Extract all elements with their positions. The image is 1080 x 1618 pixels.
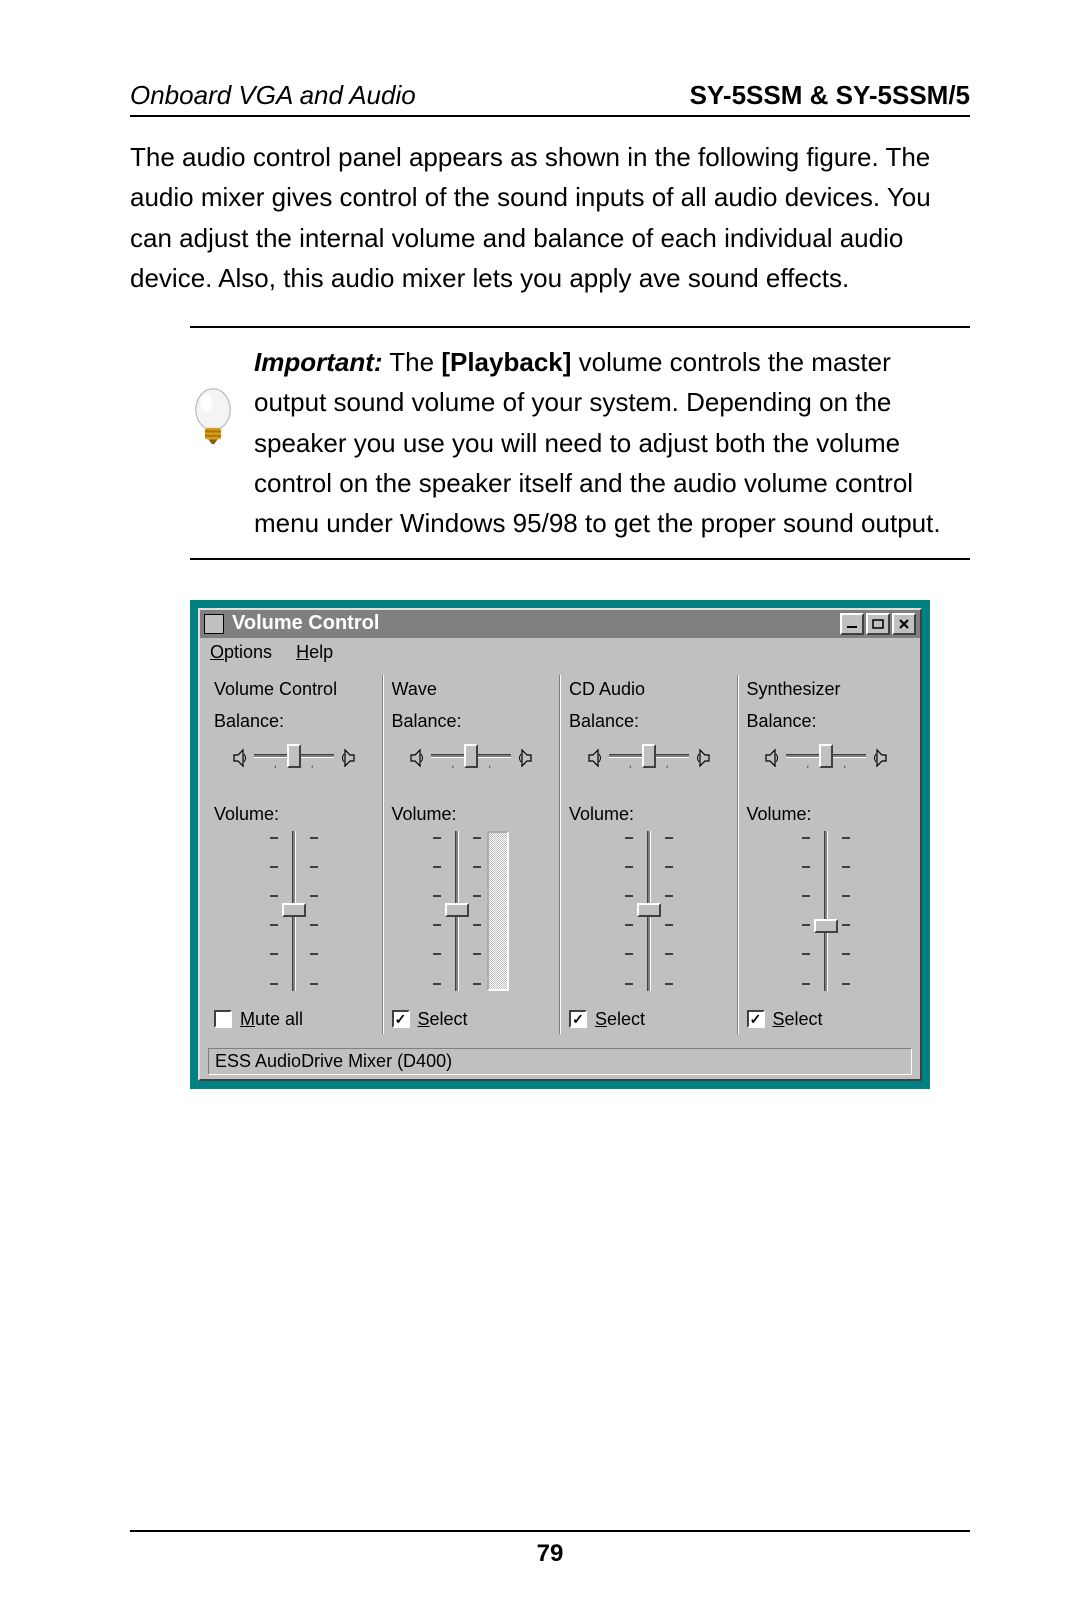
status-text: ESS AudioDrive Mixer (D400) (208, 1048, 912, 1075)
channel-check-row: ✓ Select (392, 1009, 552, 1030)
channel-title: CD Audio (569, 679, 729, 701)
balance-slider-row: ՚՚՚ (747, 738, 907, 778)
volume-label: Volume: (214, 804, 374, 825)
channel-checkbox[interactable]: ✓ (747, 1010, 765, 1028)
page-footer: 79 (130, 1530, 970, 1568)
channel-3: Synthesizer Balance: ՚՚՚ Volume: ✓ Select (738, 675, 915, 1034)
menu-help-rest: elp (309, 642, 333, 662)
balance-slider-row: ՚՚՚ (569, 738, 729, 778)
volume-slider-area (214, 831, 374, 991)
statusbar: ESS AudioDrive Mixer (D400) (198, 1044, 922, 1081)
volume-ticks-right (473, 831, 481, 991)
channel-0: Volume Control Balance: ՚՚՚ Volume: Mute all (206, 675, 383, 1034)
channel-check-row: ✓ Select (569, 1009, 729, 1030)
volume-ticks-left (433, 831, 441, 991)
window: Volume Control Options Help Volume Contr… (198, 608, 922, 1081)
channel-title: Wave (392, 679, 552, 701)
balance-slider-row: ՚՚՚ (392, 738, 552, 778)
titlebar[interactable]: Volume Control (198, 608, 922, 638)
channel-check-label[interactable]: Mute all (240, 1009, 303, 1030)
channel-check-row: ✓ Select (747, 1009, 907, 1030)
volume-ticks-left (802, 831, 810, 991)
note-lead: Important: (254, 347, 383, 377)
balance-slider[interactable]: ՚՚՚ (609, 744, 689, 772)
volume-slider-area (569, 831, 729, 991)
channel-title: Synthesizer (747, 679, 907, 701)
important-note: Important: The [Playback] volume control… (190, 326, 970, 559)
volume-slider[interactable] (447, 831, 467, 991)
channel-2: CD Audio Balance: ՚՚՚ Volume: ✓ Select (560, 675, 738, 1034)
menubar: Options Help (198, 638, 922, 667)
volume-label: Volume: (392, 804, 552, 825)
volume-ticks-right (310, 831, 318, 991)
volume-slider-area (392, 831, 552, 991)
channel-checkbox[interactable] (214, 1010, 232, 1028)
volume-ticks-right (842, 831, 850, 991)
lightbulb-icon (190, 386, 236, 461)
channel-check-label[interactable]: Select (773, 1009, 823, 1030)
volume-ticks-right (665, 831, 673, 991)
volume-slider-area (747, 831, 907, 991)
balance-label: Balance: (214, 711, 374, 732)
balance-slider-row: ՚՚՚ (214, 738, 374, 778)
balance-slider[interactable]: ՚՚՚ (254, 744, 334, 772)
volume-label: Volume: (569, 804, 729, 825)
volume-slider[interactable] (639, 831, 659, 991)
header-left: Onboard VGA and Audio (130, 80, 416, 111)
volume-slider[interactable] (284, 831, 304, 991)
balance-label: Balance: (392, 711, 552, 732)
volume-label: Volume: (747, 804, 907, 825)
channel-check-row: Mute all (214, 1009, 374, 1030)
body-paragraph: The audio control panel appears as shown… (130, 137, 970, 298)
close-button[interactable] (892, 613, 916, 635)
page-header: Onboard VGA and Audio SY-5SSM & SY-5SSM/… (130, 80, 970, 117)
menu-help[interactable]: Help (296, 642, 333, 663)
channel-1: Wave Balance: ՚՚՚ Volume: ✓ Select (383, 675, 561, 1034)
system-menu-icon[interactable] (204, 614, 224, 634)
page-number: 79 (537, 1540, 564, 1567)
channel-title: Volume Control (214, 679, 374, 701)
channel-checkbox[interactable]: ✓ (392, 1010, 410, 1028)
volume-slider[interactable] (816, 831, 836, 991)
note-bold: [Playback] (441, 347, 571, 377)
header-right: SY-5SSM & SY-5SSM/5 (690, 80, 970, 111)
balance-label: Balance: (747, 711, 907, 732)
menu-options-rest: ptions (224, 642, 272, 662)
channels-container: Volume Control Balance: ՚՚՚ Volume: Mute all… (198, 667, 922, 1044)
volume-ticks-left (625, 831, 633, 991)
note-text: Important: The [Playback] volume control… (254, 342, 970, 543)
menu-options[interactable]: Options (210, 642, 272, 663)
channel-checkbox[interactable]: ✓ (569, 1010, 587, 1028)
maximize-button[interactable] (866, 613, 890, 635)
minimize-button[interactable] (840, 613, 864, 635)
balance-slider[interactable]: ՚՚՚ (786, 744, 866, 772)
volume-ticks-left (270, 831, 278, 991)
scrollbar[interactable] (487, 831, 509, 991)
window-title: Volume Control (232, 612, 840, 635)
channel-check-label[interactable]: Select (595, 1009, 645, 1030)
volume-control-screenshot: Volume Control Options Help Volume Contr… (190, 600, 930, 1089)
balance-slider[interactable]: ՚՚՚ (431, 744, 511, 772)
channel-check-label[interactable]: Select (418, 1009, 468, 1030)
balance-label: Balance: (569, 711, 729, 732)
note-pre: The (383, 347, 442, 377)
